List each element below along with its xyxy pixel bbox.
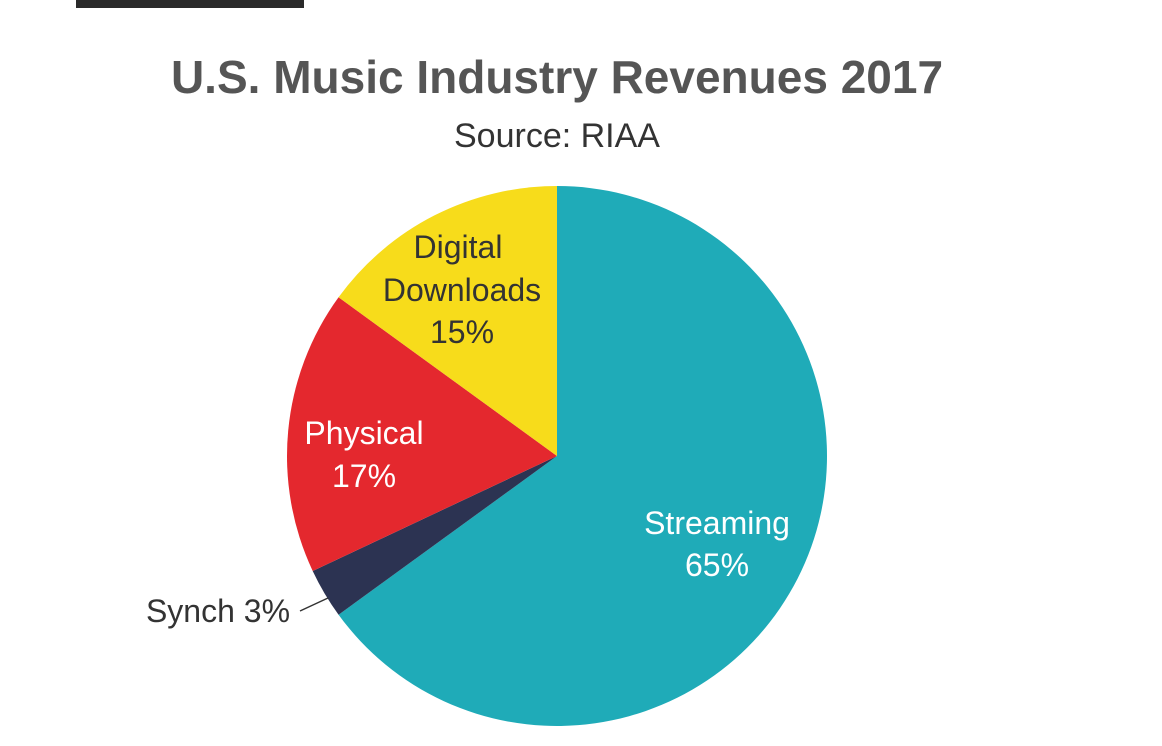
slice-streaming bbox=[338, 186, 827, 726]
header-bar bbox=[76, 0, 304, 8]
slice-physical bbox=[287, 297, 557, 571]
label-downloads: Downloads bbox=[383, 272, 541, 308]
label-digital-value: 15% bbox=[430, 314, 494, 350]
label-physical-value: 17% bbox=[332, 458, 396, 494]
label-physical: Physical bbox=[304, 415, 423, 451]
label-streaming: Streaming bbox=[644, 505, 790, 541]
label-digital: Digital bbox=[414, 229, 503, 265]
label-synch: Synch 3% bbox=[146, 593, 290, 629]
slice-digital-downloads bbox=[338, 186, 557, 456]
chart-subtitle: Source: RIAA bbox=[454, 117, 660, 155]
label-streaming-value: 65% bbox=[685, 547, 749, 583]
chart-title: U.S. Music Industry Revenues 2017 bbox=[171, 51, 943, 103]
slice-synch bbox=[312, 456, 557, 615]
synch-leader-line bbox=[299, 597, 329, 612]
